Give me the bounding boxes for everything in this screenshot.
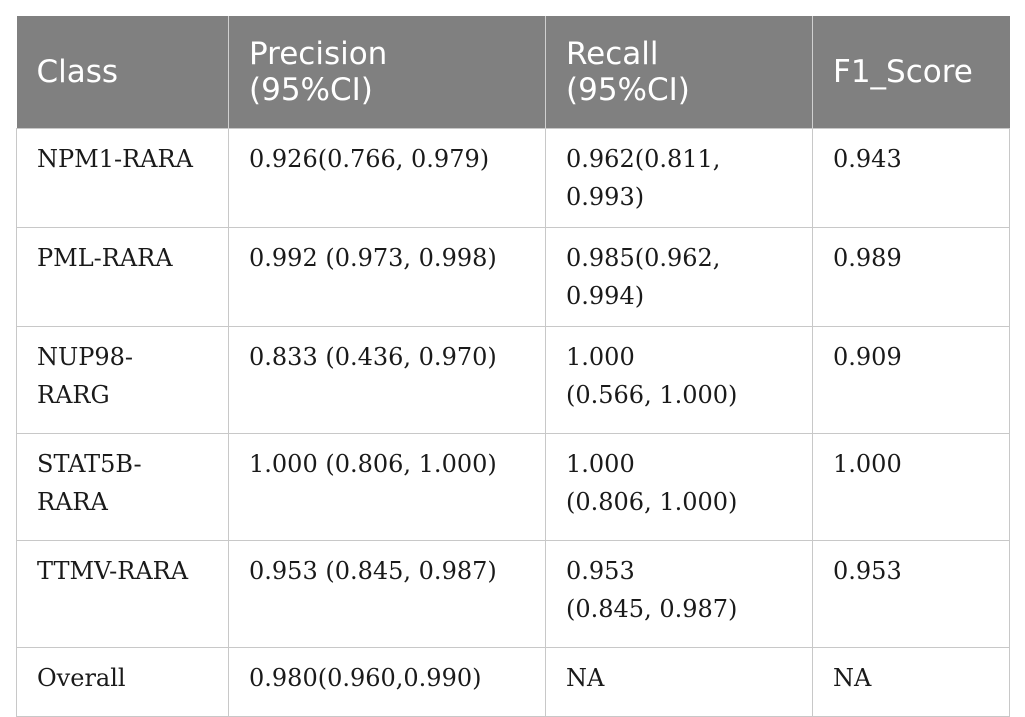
cell-recall: 1.000 (0.806, 1.000) bbox=[545, 432, 813, 541]
cell-recall: 0.962(0.811, 0.993) bbox=[545, 127, 813, 228]
cell-recall-text: 1.000 bbox=[566, 449, 635, 478]
cell-recall: 0.953 (0.845, 0.987) bbox=[545, 539, 813, 648]
cell-precision-text: 0.980(0.960,0.990) bbox=[249, 663, 482, 692]
cell-f1-text: 0.909 bbox=[833, 342, 902, 371]
cell-class: NPM1-RARA bbox=[16, 127, 229, 228]
cell-class-text: STAT5B- bbox=[37, 449, 142, 478]
header-class: Class bbox=[16, 16, 229, 128]
cell-f1: NA bbox=[812, 646, 1010, 717]
cell-class-text: PML-RARA bbox=[37, 243, 173, 272]
header-recall-label: Recall bbox=[566, 35, 659, 72]
cell-recall-text: 0.962(0.811, 0.993) bbox=[566, 144, 721, 211]
cell-class-text: NPM1-RARA bbox=[37, 144, 193, 173]
results-table-container: Class Precision (95%CI) Recall (95%CI) F… bbox=[16, 16, 1010, 717]
cell-f1: 0.909 bbox=[812, 325, 1010, 434]
cell-recall-text: 1.000 bbox=[566, 342, 635, 371]
cell-class-text: TTMV-RARA bbox=[37, 556, 189, 585]
cell-precision-text: 0.953 (0.845, 0.987) bbox=[249, 556, 497, 585]
cell-precision: 0.833 (0.436, 0.970) bbox=[228, 325, 546, 434]
results-table: Class Precision (95%CI) Recall (95%CI) F… bbox=[16, 16, 1010, 717]
cell-precision: 1.000 (0.806, 1.000) bbox=[228, 432, 546, 541]
cell-class: Overall bbox=[16, 646, 229, 717]
cell-precision-text: 0.926(0.766, 0.979) bbox=[249, 144, 490, 173]
cell-precision: 0.926(0.766, 0.979) bbox=[228, 127, 546, 228]
cell-f1: 0.989 bbox=[812, 226, 1010, 327]
cell-f1-text: 0.953 bbox=[833, 556, 902, 585]
cell-class-text: NUP98- bbox=[37, 342, 134, 371]
table-header-row: Class Precision (95%CI) Recall (95%CI) F… bbox=[16, 16, 1010, 128]
cell-class-text-line2: RARG bbox=[37, 380, 110, 409]
cell-class: TTMV-RARA bbox=[16, 539, 229, 648]
header-f1-label: F1_Score bbox=[833, 53, 973, 90]
table-row: NUP98- RARG 0.833 (0.436, 0.970) 1.000 (… bbox=[16, 325, 1010, 434]
cell-f1-text: 0.989 bbox=[833, 243, 902, 272]
cell-recall: 1.000 (0.566, 1.000) bbox=[545, 325, 813, 434]
table-row: STAT5B- RARA 1.000 (0.806, 1.000) 1.000 … bbox=[16, 432, 1010, 541]
cell-recall-ci: (0.566, 1.000) bbox=[566, 380, 738, 409]
cell-f1-text: 1.000 bbox=[833, 449, 902, 478]
cell-f1-text: 0.943 bbox=[833, 144, 902, 173]
cell-f1-text: NA bbox=[833, 663, 872, 692]
cell-f1: 0.943 bbox=[812, 127, 1010, 228]
cell-precision-text: 0.833 (0.436, 0.970) bbox=[249, 342, 497, 371]
cell-class-text-line2: RARA bbox=[37, 487, 108, 516]
header-f1: F1_Score bbox=[812, 16, 1010, 128]
header-recall: Recall (95%CI) bbox=[545, 16, 813, 128]
cell-precision-text: 0.992 (0.973, 0.998) bbox=[249, 243, 497, 272]
header-precision-label: Precision bbox=[249, 35, 388, 72]
cell-class-text: Overall bbox=[37, 663, 126, 692]
table-row: PML-RARA 0.992 (0.973, 0.998) 0.985(0.96… bbox=[16, 226, 1010, 327]
cell-recall: 0.985(0.962, 0.994) bbox=[545, 226, 813, 327]
cell-recall: NA bbox=[545, 646, 813, 717]
cell-f1: 0.953 bbox=[812, 539, 1010, 648]
table-row: TTMV-RARA 0.953 (0.845, 0.987) 0.953 (0.… bbox=[16, 539, 1010, 648]
cell-precision: 0.992 (0.973, 0.998) bbox=[228, 226, 546, 327]
table-row: NPM1-RARA 0.926(0.766, 0.979) 0.962(0.81… bbox=[16, 127, 1010, 228]
cell-recall-text: 0.985(0.962, 0.994) bbox=[566, 243, 721, 310]
cell-class: STAT5B- RARA bbox=[16, 432, 229, 541]
cell-precision-text: 1.000 (0.806, 1.000) bbox=[249, 449, 497, 478]
header-class-label: Class bbox=[36, 53, 119, 90]
cell-recall-ci: (0.845, 0.987) bbox=[566, 594, 738, 623]
cell-class: NUP98- RARG bbox=[16, 325, 229, 434]
header-precision: Precision (95%CI) bbox=[228, 16, 546, 128]
cell-recall-text: NA bbox=[566, 663, 605, 692]
cell-precision: 0.953 (0.845, 0.987) bbox=[228, 539, 546, 648]
cell-recall-text: 0.953 bbox=[566, 556, 635, 585]
cell-f1: 1.000 bbox=[812, 432, 1010, 541]
cell-precision: 0.980(0.960,0.990) bbox=[228, 646, 546, 717]
cell-class: PML-RARA bbox=[16, 226, 229, 327]
table-row: Overall 0.980(0.960,0.990) NA NA bbox=[16, 646, 1010, 717]
cell-recall-ci: (0.806, 1.000) bbox=[566, 487, 738, 516]
header-precision-ci: (95%CI) bbox=[249, 71, 373, 108]
header-recall-ci: (95%CI) bbox=[566, 71, 690, 108]
